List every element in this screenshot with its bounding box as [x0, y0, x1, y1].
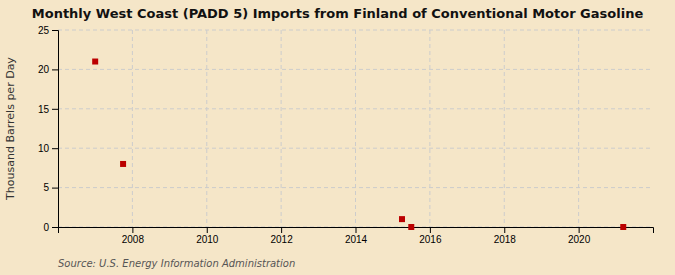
tick-mark	[52, 188, 58, 189]
grid-line	[58, 187, 653, 188]
tick: 20	[38, 64, 58, 75]
grid-line	[206, 30, 207, 227]
background	[0, 0, 675, 275]
tick-label: 25	[38, 25, 50, 36]
chart: 2008 2010 2012 2014 2016 2018 2020 0 5 10 15 20 25 Mo…	[0, 0, 675, 275]
tick: 2010	[196, 227, 219, 245]
tick-mark	[504, 227, 505, 233]
tick-mark	[132, 227, 133, 233]
grid-line	[58, 69, 653, 70]
points	[92, 59, 626, 230]
y-axis-label: Thousand Barrels per Day	[4, 57, 17, 201]
grid	[58, 30, 653, 227]
tick-label: 15	[38, 104, 50, 115]
x-axis: 2008 2010 2012 2014 2016 2018 2020	[59, 227, 654, 245]
axis-line	[52, 31, 59, 228]
source-note: Source: U.S. Energy Information Administ…	[58, 258, 295, 269]
tick-mark	[52, 109, 58, 110]
point	[120, 161, 126, 167]
point	[399, 216, 405, 222]
tick-mark	[430, 227, 431, 233]
tick: 2016	[419, 227, 442, 245]
tick: 10	[38, 143, 58, 154]
tick: 2018	[494, 227, 517, 245]
plot: 2008 2010 2012 2014 2016 2018 2020 0 5 10 15 20 25	[38, 25, 654, 245]
title: Monthly West Coast (PADD 5) Imports from…	[32, 6, 644, 21]
tick-mark	[579, 227, 580, 233]
grid-line	[58, 30, 653, 31]
tick-mark	[52, 227, 58, 228]
tick-label: 2014	[345, 234, 368, 245]
tick-label: 2008	[122, 234, 145, 245]
tick-mark	[356, 227, 357, 233]
tick: 15	[38, 104, 58, 115]
y-axis: 0 5 10 15 20 25	[38, 25, 59, 233]
point	[408, 224, 414, 230]
grid-line	[58, 108, 653, 109]
tick-mark	[207, 227, 208, 233]
tick-mark	[52, 69, 58, 70]
tick-label: 2018	[494, 234, 517, 245]
tick-mark	[52, 30, 58, 31]
tick: 2020	[568, 227, 591, 245]
tick: 5	[43, 182, 58, 193]
tick-label: 0	[43, 222, 49, 233]
grid-line	[429, 30, 430, 227]
tick-label: 10	[38, 143, 50, 154]
tick: 0	[43, 222, 58, 233]
tick-label: 5	[43, 182, 49, 193]
tick: 2014	[345, 227, 368, 245]
tick: 25	[38, 25, 58, 36]
grid-line	[578, 30, 579, 227]
grid-line	[355, 30, 356, 227]
grid-line	[504, 30, 505, 227]
grid-line	[58, 148, 653, 149]
point	[620, 224, 626, 230]
tick-label: 2016	[419, 234, 442, 245]
axis-line	[59, 228, 654, 234]
tick-label: 2020	[568, 234, 591, 245]
grid-line	[132, 30, 133, 227]
tick-mark	[52, 148, 58, 149]
tick: 2008	[122, 227, 145, 245]
tick-label: 20	[38, 64, 50, 75]
tick-label: 2010	[196, 234, 219, 245]
grid-line	[281, 30, 282, 227]
tick-mark	[281, 227, 282, 233]
tick: 2012	[271, 227, 294, 245]
tick-label: 2012	[271, 234, 294, 245]
point	[92, 59, 98, 65]
